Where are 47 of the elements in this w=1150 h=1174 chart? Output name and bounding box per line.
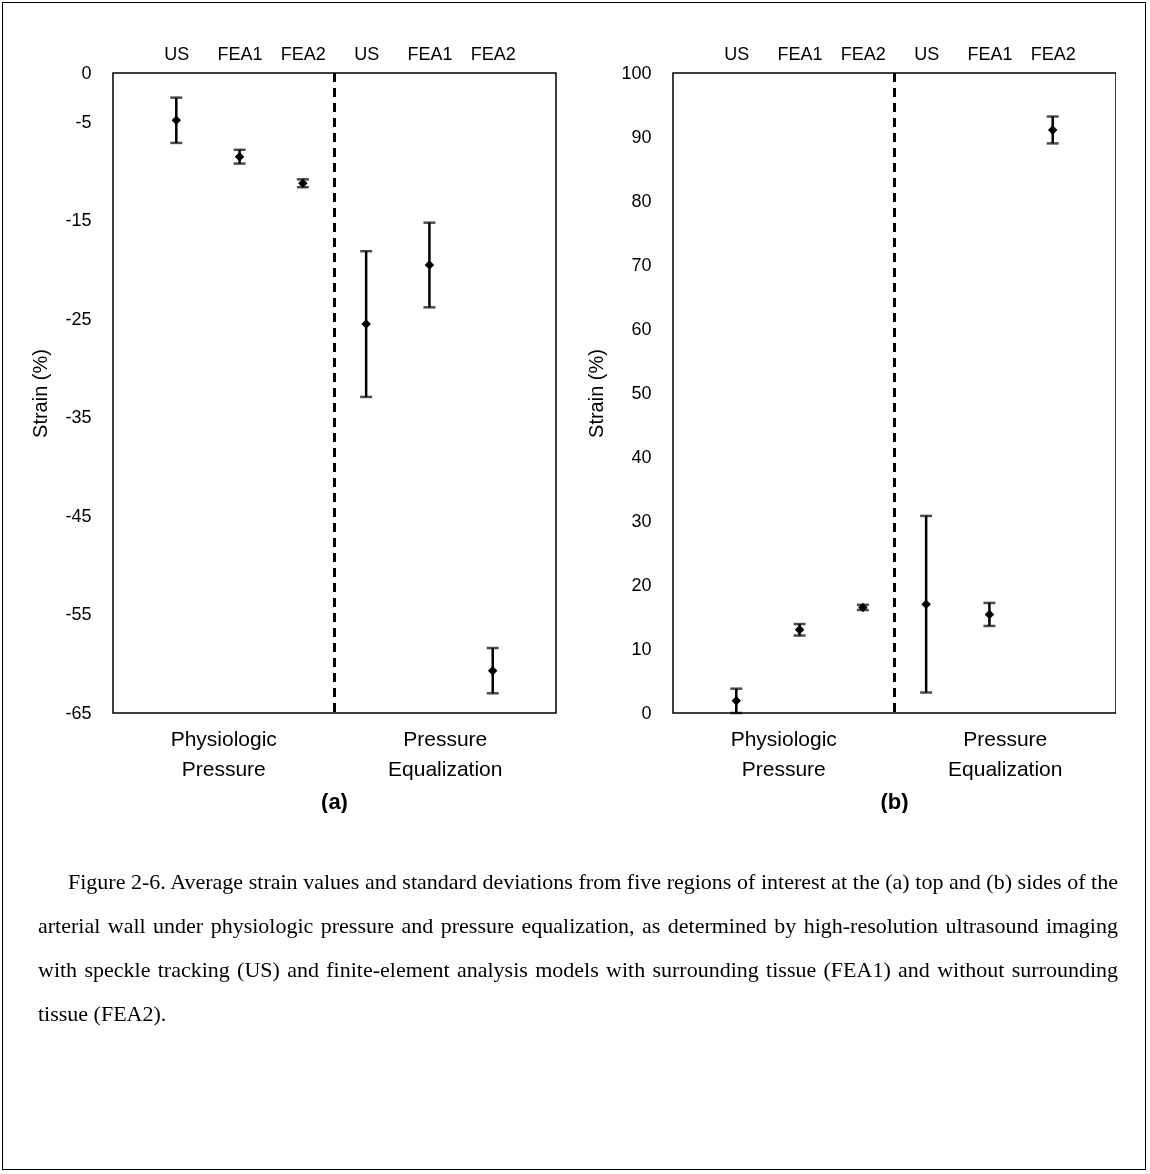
text: (b) xyxy=(880,789,909,814)
point xyxy=(487,665,498,676)
x-tick-label: FEA1 xyxy=(217,43,263,64)
y-tick-label: -5 xyxy=(75,111,92,132)
y-tick-label: -35 xyxy=(65,407,92,428)
x-tick-label: US xyxy=(724,43,750,64)
x-tick-label: FEA2 xyxy=(280,43,326,64)
y-tick-label: 80 xyxy=(631,190,652,211)
y-tick-label: 40 xyxy=(631,446,652,467)
text: Pressure Equalization xyxy=(388,727,503,780)
y-tick-label: -25 xyxy=(65,308,92,329)
y-axis-title: Strain (%) xyxy=(29,349,52,438)
y-tick-label: 60 xyxy=(631,318,652,339)
y-tick-label: 70 xyxy=(631,254,652,275)
text: (a) xyxy=(321,789,348,814)
y-tick-label: -15 xyxy=(65,210,92,231)
x-tick-label: US xyxy=(914,43,940,64)
y-tick-label: -55 xyxy=(65,604,92,625)
y-tick-label: 0 xyxy=(641,702,652,723)
x-tick-label: US xyxy=(354,43,380,64)
x-tick-label: FEA1 xyxy=(967,43,1013,64)
y-tick-label: -45 xyxy=(65,505,92,526)
x-tick-label: FEA2 xyxy=(840,43,886,64)
y-tick-label: 100 xyxy=(621,62,652,83)
text: Pressure Equalization xyxy=(948,727,1063,780)
y-tick-label: 0 xyxy=(81,62,92,83)
x-tick-label: US xyxy=(164,43,190,64)
text: Physiologic Pressure xyxy=(730,727,837,780)
point xyxy=(921,599,931,609)
y-tick-label: 30 xyxy=(631,510,652,531)
text: Physiologic Pressure xyxy=(170,727,277,780)
caption: Figure 2-6. Average strain values and standard deviations from five regions of interest at the (a) top and (b) sides of the arterial wall under physiologic pressure and pressure equalization, as determined by high-resolution ultrasound imaging with speckle tracking (US) and finite-element analysis models with surrounding tissue (FEA1) and without surrounding tissue (FEA2). xyxy=(38,868,1118,1028)
y-axis-title: Strain (%) xyxy=(585,349,608,438)
y-tick-label: 20 xyxy=(631,574,652,595)
x-tick-label: FEA1 xyxy=(777,43,823,64)
y-tick-label: -65 xyxy=(65,702,92,723)
x-tick-label: FEA2 xyxy=(470,43,516,64)
point xyxy=(984,609,995,620)
point xyxy=(424,260,435,270)
point xyxy=(1047,125,1058,135)
y-tick-label: 10 xyxy=(631,638,652,659)
x-tick-label: FEA2 xyxy=(1030,43,1076,64)
y-tick-label: 50 xyxy=(631,382,652,403)
x-tick-label: FEA1 xyxy=(407,43,453,64)
point xyxy=(171,115,182,125)
point xyxy=(731,696,742,706)
y-tick-label: 90 xyxy=(631,126,652,147)
